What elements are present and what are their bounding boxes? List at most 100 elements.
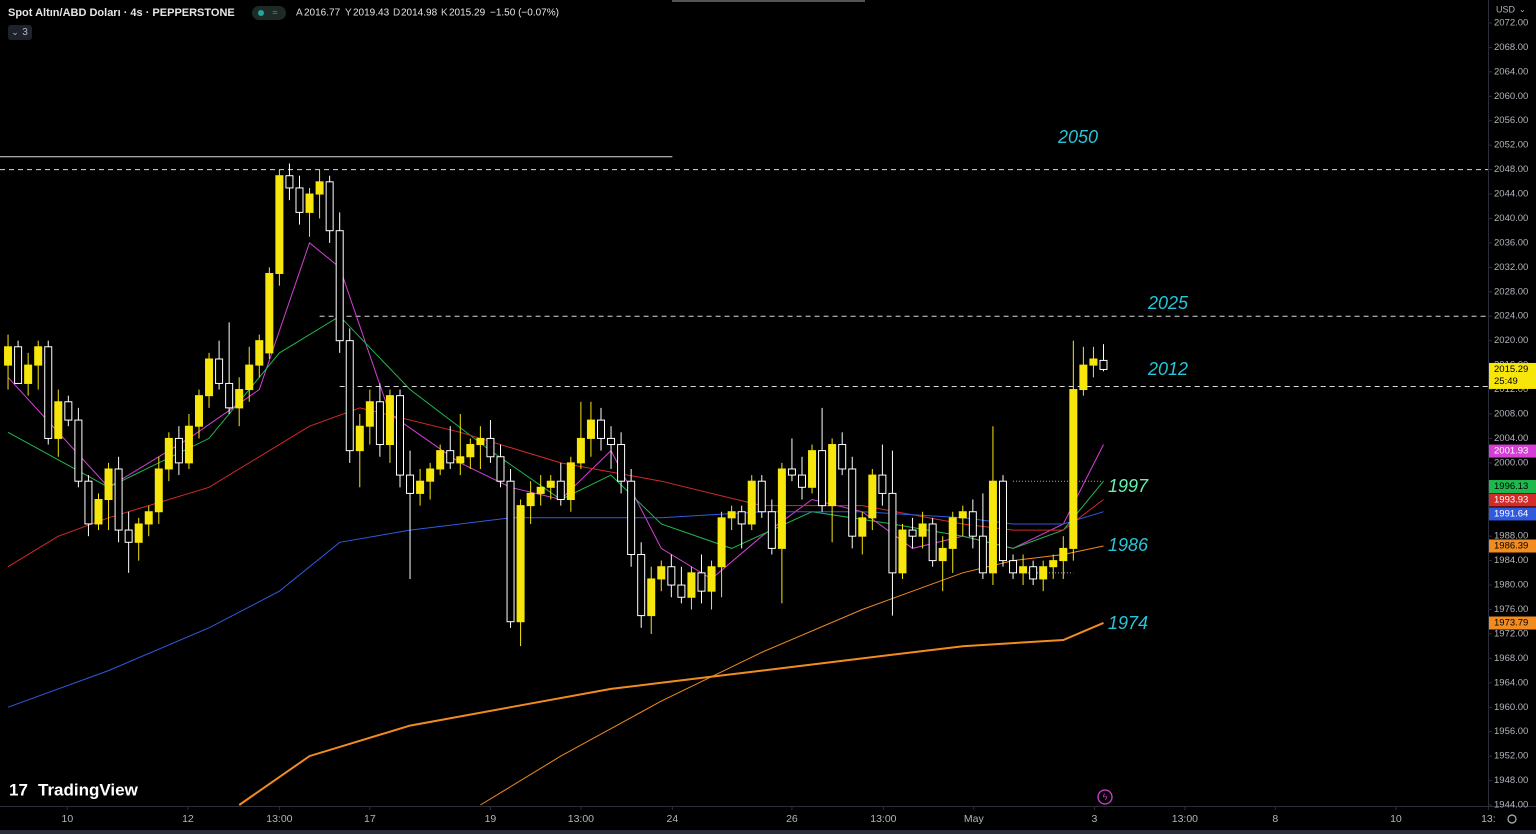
ohlc-value: 2019.43 <box>353 8 390 19</box>
y-tick-label: 2056.00 <box>1494 115 1528 126</box>
x-tick-label: 24 <box>666 813 678 825</box>
candle-body <box>44 346 53 439</box>
candle-body <box>938 547 947 562</box>
countdown: 25:49 <box>1494 376 1518 387</box>
status-dot <box>258 10 264 16</box>
candle-body <box>848 468 857 537</box>
ohlc-label: A <box>296 8 303 19</box>
candle-body <box>255 340 264 366</box>
candle-body <box>385 395 394 446</box>
candle-body <box>787 468 796 476</box>
candle-body <box>154 468 163 513</box>
y-tick-label: 2028.00 <box>1494 286 1528 297</box>
candle-body <box>878 474 887 494</box>
y-tick-label: 2036.00 <box>1494 237 1528 248</box>
candle-body <box>667 566 676 586</box>
candle-body <box>436 450 445 470</box>
candle-body <box>114 468 123 531</box>
annotation: 2012 <box>1147 359 1188 379</box>
y-tick-label: 2024.00 <box>1494 311 1528 322</box>
candle-body <box>1059 547 1068 562</box>
candle-body <box>456 456 465 464</box>
currency[interactable]: USD <box>1496 4 1516 14</box>
candle-body <box>707 566 716 592</box>
candle-body <box>918 523 927 537</box>
annotation: 2025 <box>1147 293 1189 313</box>
candle-body <box>34 346 43 366</box>
x-tick-label: 8 <box>1272 813 1278 825</box>
y-tick-label: 1976.00 <box>1494 604 1528 615</box>
x-tick-label: 10 <box>61 813 73 825</box>
top-bar <box>672 0 865 2</box>
logo-mark: 17 <box>9 780 28 799</box>
candle-body <box>607 437 616 446</box>
candle-body <box>205 358 214 397</box>
candle-body <box>888 492 897 574</box>
candle-body <box>305 193 314 213</box>
candle-body <box>1069 389 1078 549</box>
candle-body <box>325 181 334 232</box>
candle-body <box>496 456 505 482</box>
price-tag-label: 2001.93 <box>1494 446 1528 457</box>
y-tick-label: 1956.00 <box>1494 726 1528 737</box>
candle-body <box>124 529 133 543</box>
indicator-toggle[interactable] <box>8 25 32 40</box>
status-icon: ≈ <box>273 7 278 17</box>
change: −1.50 (−0.07%) <box>490 8 559 19</box>
candle-body <box>1079 364 1088 391</box>
candle-body <box>1099 359 1108 370</box>
candle-body <box>466 444 475 458</box>
candle-body <box>767 511 776 549</box>
axes: 2072.00 2068.00 2064.00 2060.00 2056.00 2052.… <box>61 17 1536 825</box>
candle-body <box>416 480 425 494</box>
candle-body <box>1039 566 1048 580</box>
candle-body <box>406 474 415 494</box>
y-tick-label: 1952.00 <box>1494 751 1528 762</box>
candle-body <box>747 480 756 525</box>
candle-body <box>808 450 817 488</box>
y-tick-label: 2012.00 <box>1494 384 1528 395</box>
candle-body <box>476 437 485 446</box>
y-tick-label: 1988.00 <box>1494 531 1528 542</box>
annotation: 1974 <box>1108 613 1148 633</box>
plot-area: 2050 2025 2012 1997 1986 1974 <box>0 127 1488 806</box>
y-tick-label: 2068.00 <box>1494 42 1528 53</box>
candle-body <box>215 358 224 384</box>
annotation: 1997 <box>1108 476 1149 496</box>
settings-icon[interactable] <box>1507 814 1517 824</box>
candle-body <box>164 437 173 470</box>
candle-body <box>627 480 636 556</box>
x-tick-label: 3 <box>1092 813 1098 825</box>
price-tag-label: 1973.79 <box>1494 618 1528 629</box>
x-tick-label: May <box>964 813 985 825</box>
candle-body <box>737 511 746 525</box>
candle-body <box>285 175 294 189</box>
candle-body <box>64 401 73 421</box>
x-tick-label: 13:00 <box>870 813 896 825</box>
toggle-icon: ⌄ <box>11 27 19 37</box>
candle-body <box>1029 566 1038 580</box>
price-tag <box>1489 362 1536 389</box>
candle-body <box>586 419 595 439</box>
candle-body <box>526 492 535 507</box>
candle-body <box>94 499 103 525</box>
status-pill[interactable] <box>252 6 286 20</box>
y-tick-label: 2048.00 <box>1494 164 1528 175</box>
x-tick-label: 13:00 <box>266 813 292 825</box>
ohlc-value: 2015.29 <box>449 8 486 19</box>
candle-body <box>265 272 274 354</box>
alert-icon[interactable] <box>1097 789 1113 805</box>
candle-body <box>988 480 997 574</box>
candle-body <box>506 480 515 623</box>
x-tick-label: 13:00 <box>1172 813 1198 825</box>
y-tick-label: 1964.00 <box>1494 677 1528 688</box>
price-tag-label: 2015.29 <box>1494 364 1528 375</box>
candle-body <box>365 401 374 427</box>
candle-body <box>1049 560 1058 568</box>
x-tick-label: 26 <box>786 813 798 825</box>
candle-body <box>235 389 244 409</box>
bottom-strip <box>0 830 1536 834</box>
candle-body <box>908 529 917 537</box>
